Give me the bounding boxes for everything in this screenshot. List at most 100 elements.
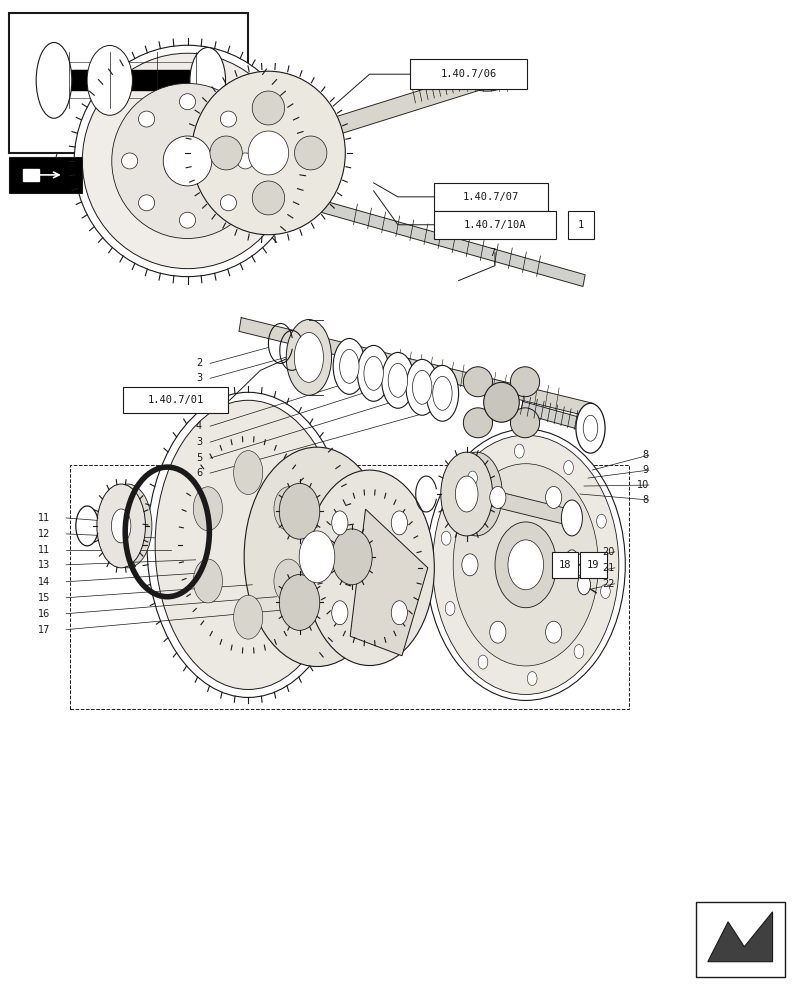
Polygon shape: [520, 401, 583, 430]
Ellipse shape: [463, 367, 492, 397]
Text: 6: 6: [195, 468, 202, 478]
Ellipse shape: [147, 392, 349, 697]
Bar: [70, 465, 628, 709]
Ellipse shape: [432, 376, 452, 410]
Ellipse shape: [294, 332, 323, 382]
Polygon shape: [254, 72, 480, 160]
Text: 2: 2: [195, 358, 202, 368]
Ellipse shape: [582, 415, 597, 441]
Bar: [434, 183, 547, 211]
Ellipse shape: [97, 484, 145, 568]
Ellipse shape: [573, 554, 589, 576]
Text: 10: 10: [636, 480, 648, 490]
Text: 1.40.7/06: 1.40.7/06: [440, 69, 496, 79]
Ellipse shape: [455, 476, 478, 512]
Text: 3: 3: [195, 373, 202, 383]
Ellipse shape: [514, 444, 524, 458]
Ellipse shape: [252, 91, 285, 125]
Ellipse shape: [463, 408, 492, 438]
Ellipse shape: [234, 451, 263, 495]
Ellipse shape: [596, 514, 606, 528]
Bar: [122, 387, 228, 413]
Ellipse shape: [510, 408, 539, 438]
Ellipse shape: [495, 522, 556, 608]
Ellipse shape: [87, 45, 132, 115]
Ellipse shape: [163, 136, 212, 186]
Ellipse shape: [248, 131, 288, 175]
Bar: [10, 157, 82, 193]
Text: 16: 16: [37, 609, 50, 619]
Ellipse shape: [237, 153, 253, 169]
Text: 21: 21: [602, 563, 614, 573]
Ellipse shape: [122, 153, 138, 169]
Ellipse shape: [220, 111, 236, 127]
Ellipse shape: [234, 595, 263, 639]
Text: 1: 1: [577, 220, 583, 230]
Ellipse shape: [252, 181, 285, 215]
Ellipse shape: [573, 645, 583, 659]
Ellipse shape: [575, 403, 604, 453]
Text: 19: 19: [586, 560, 599, 570]
Ellipse shape: [220, 195, 236, 211]
Ellipse shape: [294, 136, 327, 170]
Ellipse shape: [74, 45, 300, 277]
Polygon shape: [489, 490, 564, 524]
Ellipse shape: [179, 212, 195, 228]
Text: 1.40.7/10A: 1.40.7/10A: [463, 220, 526, 230]
Ellipse shape: [461, 554, 478, 576]
Text: 7: 7: [488, 248, 495, 258]
Text: 15: 15: [37, 593, 50, 603]
Ellipse shape: [210, 136, 242, 170]
Text: 9: 9: [642, 465, 648, 475]
Ellipse shape: [193, 559, 222, 603]
Ellipse shape: [155, 400, 341, 689]
Ellipse shape: [510, 367, 539, 397]
Text: 14: 14: [37, 577, 50, 587]
Ellipse shape: [483, 382, 519, 422]
Bar: [434, 211, 555, 239]
Text: 1.40.7/01: 1.40.7/01: [147, 395, 204, 405]
Ellipse shape: [332, 511, 347, 535]
Ellipse shape: [391, 601, 407, 625]
Ellipse shape: [190, 47, 225, 113]
Bar: [579, 552, 606, 578]
Ellipse shape: [111, 509, 131, 543]
Text: 11: 11: [37, 545, 50, 555]
Ellipse shape: [339, 349, 358, 383]
Ellipse shape: [139, 111, 155, 127]
Bar: [551, 552, 577, 578]
Ellipse shape: [286, 320, 331, 395]
Polygon shape: [230, 175, 585, 286]
Text: 1.40.7/07: 1.40.7/07: [462, 192, 518, 202]
Ellipse shape: [406, 359, 438, 415]
Polygon shape: [707, 912, 771, 962]
Bar: [10, 13, 248, 153]
Ellipse shape: [426, 365, 458, 421]
Ellipse shape: [193, 487, 222, 531]
Ellipse shape: [333, 338, 365, 394]
Ellipse shape: [388, 363, 407, 397]
Bar: [695, 902, 783, 977]
Ellipse shape: [298, 531, 334, 583]
Ellipse shape: [279, 575, 320, 630]
Ellipse shape: [112, 83, 263, 238]
Ellipse shape: [273, 487, 303, 531]
Text: 17: 17: [37, 625, 50, 635]
Ellipse shape: [179, 94, 195, 110]
Text: 12: 12: [37, 529, 50, 539]
Text: 18: 18: [558, 560, 571, 570]
Bar: [410, 59, 526, 89]
Ellipse shape: [391, 511, 407, 535]
Ellipse shape: [462, 63, 511, 91]
Ellipse shape: [560, 500, 581, 536]
Ellipse shape: [545, 486, 561, 508]
Ellipse shape: [489, 486, 505, 508]
Ellipse shape: [545, 621, 561, 643]
Text: 4: 4: [195, 421, 202, 431]
Ellipse shape: [332, 601, 347, 625]
Ellipse shape: [412, 370, 431, 404]
Ellipse shape: [363, 356, 383, 390]
Ellipse shape: [36, 42, 71, 118]
Ellipse shape: [244, 447, 389, 667]
Text: 13: 13: [37, 560, 50, 570]
